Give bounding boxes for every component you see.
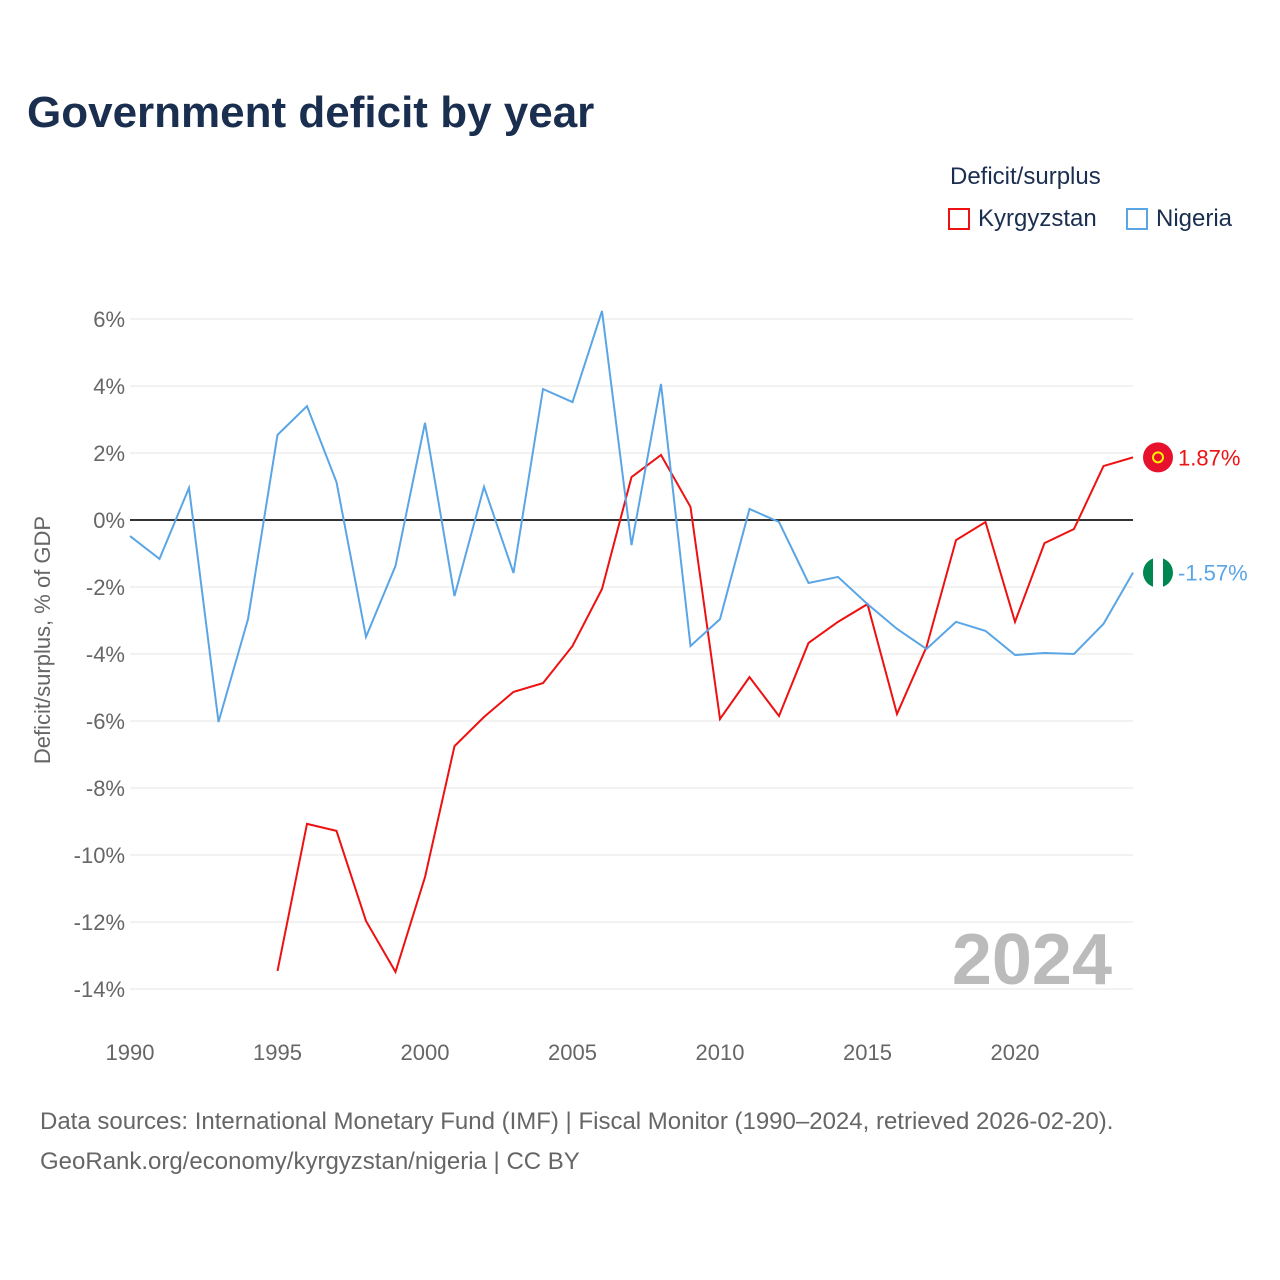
x-tick-label: 2010: [696, 1040, 745, 1065]
x-tick-label: 2005: [548, 1040, 597, 1065]
x-tick-label: 2000: [401, 1040, 450, 1065]
legend-label: Kyrgyzstan: [978, 205, 1097, 232]
y-tick-label: 6%: [93, 307, 125, 332]
y-tick-label: -4%: [86, 642, 125, 667]
chart-title: Government deficit by year: [27, 88, 595, 137]
y-tick-label: 0%: [93, 508, 125, 533]
legend-title: Deficit/surplus: [950, 163, 1101, 190]
x-tick-label: 2020: [991, 1040, 1040, 1065]
y-tick-label: -12%: [74, 910, 125, 935]
y-tick-label: -10%: [74, 843, 125, 868]
kyrgyzstan-flag-icon: [1143, 442, 1173, 473]
nigeria-flag-icon: [1143, 557, 1173, 588]
series-line-kyrgyzstan: [276, 453, 1134, 975]
y-axis-label: Deficit/surplus, % of GDP: [30, 516, 55, 764]
footer-link[interactable]: GeoRank.org/economy/kyrgyzstan/nigeria |…: [40, 1148, 580, 1175]
legend-item-nigeria[interactable]: Nigeria: [1126, 205, 1232, 233]
series-line-nigeria: [129, 310, 1134, 723]
end-value-label: 1.87%: [1178, 445, 1240, 470]
y-tick-label: -8%: [86, 776, 125, 801]
year-watermark: 2024: [952, 920, 1112, 1000]
x-tick-label: 1995: [253, 1040, 302, 1065]
legend-swatch: [948, 208, 970, 230]
y-tick-label: 2%: [93, 441, 125, 466]
end-value-label: -1.57%: [1178, 561, 1248, 586]
y-tick-label: -2%: [86, 575, 125, 600]
y-tick-label: -6%: [86, 709, 125, 734]
footer-sources: Data sources: International Monetary Fun…: [40, 1108, 1114, 1135]
y-tick-label: -14%: [74, 977, 125, 1002]
legend-label: Nigeria: [1156, 205, 1233, 232]
legend-swatch: [1126, 208, 1148, 230]
x-tick-label: 2015: [843, 1040, 892, 1065]
y-tick-label: 4%: [93, 374, 125, 399]
legend-item-kyrgyzstan[interactable]: Kyrgyzstan: [948, 205, 1097, 233]
x-tick-label: 1990: [106, 1040, 155, 1065]
